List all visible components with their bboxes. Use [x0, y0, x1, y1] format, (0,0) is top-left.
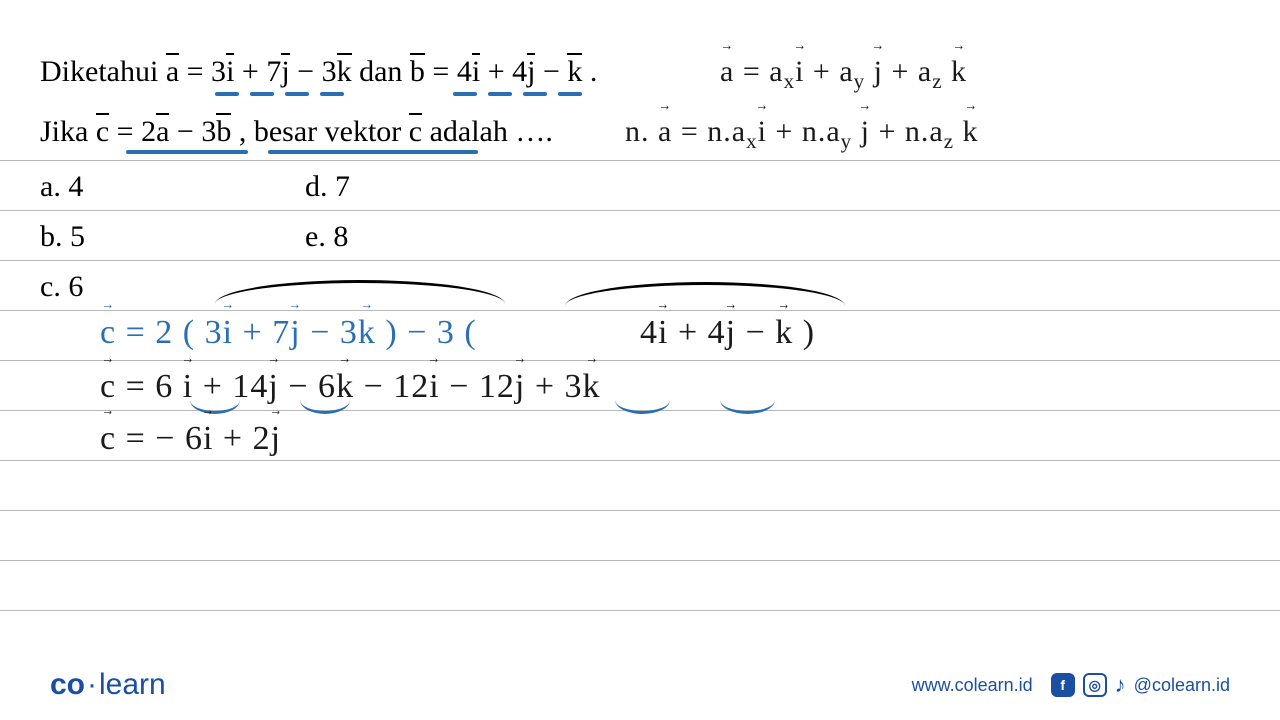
option-e: e. 8: [305, 220, 348, 254]
term-underline: [190, 400, 240, 414]
underline-dash: [215, 92, 239, 96]
group-arc: [565, 282, 845, 306]
work-line-1b: 4i + 4j − k ): [640, 314, 815, 352]
option-b: b. 5: [40, 220, 85, 254]
footer-social: f ◎ ♪ @colearn.id: [1051, 672, 1230, 698]
underline-dash: [250, 92, 274, 96]
facebook-icon: f: [1051, 673, 1075, 697]
work-line-1: c = 2 ( 3i + 7j − 3k ) − 3 (: [100, 314, 477, 352]
footer-url: www.colearn.id: [912, 675, 1033, 696]
term-underline: [615, 400, 670, 414]
underline-dash: [320, 92, 344, 96]
work-line-2: c = 6 i + 14j − 6k − 12i − 12j + 3k: [100, 368, 601, 406]
footer-handle: @colearn.id: [1134, 675, 1230, 696]
option-c: c. 6: [40, 270, 83, 304]
tiktok-icon: ♪: [1115, 672, 1126, 698]
work-line-3: c = − 6i + 2j: [100, 420, 281, 458]
option-a: a. 4: [40, 170, 83, 204]
term-underline: [300, 400, 350, 414]
underline-dash: [523, 92, 547, 96]
brand-logo: co·learn: [50, 668, 166, 702]
underline-dash: [558, 92, 582, 96]
instagram-icon: ◎: [1083, 673, 1107, 697]
option-d: d. 7: [305, 170, 350, 204]
underline-c-def: [126, 150, 248, 154]
problem-line-2: Jika c = 2a − 3b , besar vektor c adalah…: [40, 115, 553, 149]
note-scalar-mult: n. a = n.axi + n.ay j + n.az k: [625, 115, 979, 154]
underline-dash: [285, 92, 309, 96]
underline-dash: [488, 92, 512, 96]
underline-dash: [453, 92, 477, 96]
term-underline: [720, 400, 775, 414]
note-vector-form: a = axi + ay j + az k: [720, 55, 967, 94]
problem-line-1: Diketahui a = 3i + 7j − 3k dan b = 4i + …: [40, 55, 597, 89]
underline-besar: [268, 150, 478, 154]
footer: co·learn www.colearn.id f ◎ ♪ @colearn.i…: [0, 660, 1280, 720]
